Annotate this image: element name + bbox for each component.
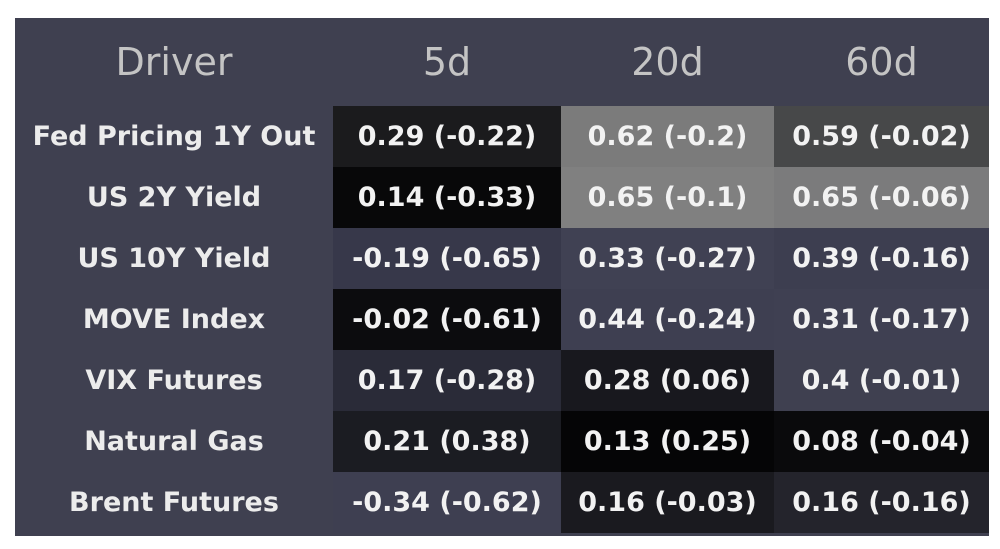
row-label-driver: Fed Pricing 1Y Out	[15, 106, 333, 167]
row-label-driver: VIX Futures	[15, 350, 333, 411]
heatmap-cell-60d: 0.16 (-0.16)	[774, 472, 989, 533]
heatmap-cell-5d: -0.19 (-0.65)	[333, 228, 561, 289]
header-20d: 20d	[561, 18, 774, 106]
heatmap-cell-20d: 0.33 (-0.27)	[561, 228, 774, 289]
heatmap-cell-20d: 0.16 (-0.03)	[561, 472, 774, 533]
table-row: US 10Y Yield -0.19 (-0.65) 0.33 (-0.27) 0.3…	[15, 228, 989, 289]
header-driver: Driver	[15, 18, 333, 106]
heatmap-cell-20d: 0.13 (0.25)	[561, 411, 774, 472]
table-row: MOVE Index -0.02 (-0.61) 0.44 (-0.24) 0.31 …	[15, 289, 989, 350]
table-row: US 2Y Yield 0.14 (-0.33) 0.65 (-0.1) 0.65 (…	[15, 167, 989, 228]
heatmap-cell-5d: 0.29 (-0.22)	[333, 106, 561, 167]
heatmap-cell-20d: 0.44 (-0.24)	[561, 289, 774, 350]
heatmap-cell-60d: 0.65 (-0.06)	[774, 167, 989, 228]
header-5d: 5d	[333, 18, 561, 106]
correlation-table-panel: Driver 5d 20d 60d Fed Pricing 1Y Out 0.29…	[15, 18, 989, 536]
heatmap-cell-20d: 0.65 (-0.1)	[561, 167, 774, 228]
heatmap-cell-60d: 0.08 (-0.04)	[774, 411, 989, 472]
row-label-driver: US 10Y Yield	[15, 228, 333, 289]
row-label-driver: Natural Gas	[15, 411, 333, 472]
heatmap-cell-5d: 0.17 (-0.28)	[333, 350, 561, 411]
table-row: Brent Futures -0.34 (-0.62) 0.16 (-0.03) 0.…	[15, 472, 989, 533]
header-60d: 60d	[774, 18, 989, 106]
row-label-driver: Brent Futures	[15, 472, 333, 533]
table-row: Fed Pricing 1Y Out 0.29 (-0.22) 0.62 (-0.2…	[15, 106, 989, 167]
heatmap-cell-20d: 0.62 (-0.2)	[561, 106, 774, 167]
heatmap-cell-5d: -0.34 (-0.62)	[333, 472, 561, 533]
heatmap-cell-20d: 0.28 (0.06)	[561, 350, 774, 411]
header-row: Driver 5d 20d 60d	[15, 18, 989, 106]
heatmap-cell-60d: 0.31 (-0.17)	[774, 289, 989, 350]
heatmap-cell-60d: 0.59 (-0.02)	[774, 106, 989, 167]
row-label-driver: MOVE Index	[15, 289, 333, 350]
heatmap-cell-5d: -0.02 (-0.61)	[333, 289, 561, 350]
table-row: VIX Futures 0.17 (-0.28) 0.28 (0.06) 0.4 (-…	[15, 350, 989, 411]
heatmap-cell-60d: 0.39 (-0.16)	[774, 228, 989, 289]
row-label-driver: US 2Y Yield	[15, 167, 333, 228]
correlation-heatmap-table: Driver 5d 20d 60d Fed Pricing 1Y Out 0.29…	[15, 18, 989, 533]
heatmap-cell-5d: 0.14 (-0.33)	[333, 167, 561, 228]
table-row: Natural Gas 0.21 (0.38) 0.13 (0.25) 0.08 (-…	[15, 411, 989, 472]
heatmap-cell-5d: 0.21 (0.38)	[333, 411, 561, 472]
heatmap-cell-60d: 0.4 (-0.01)	[774, 350, 989, 411]
